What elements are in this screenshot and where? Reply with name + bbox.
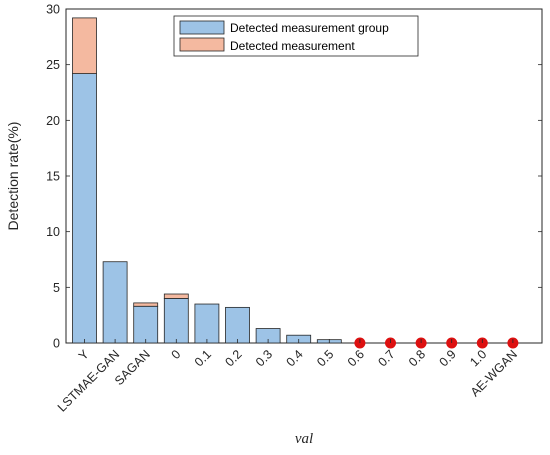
x-tick-label-9: 0.6 (345, 347, 367, 369)
x-tick-label-0: Y (76, 347, 92, 363)
plot-area (65, 8, 543, 344)
bars-group (72, 17, 342, 344)
x-tick-label-3: 0 (169, 347, 184, 362)
x-tick-label-11: 0.8 (406, 347, 428, 369)
y-tick-label-3: 15 (46, 170, 60, 184)
x-tick-label-8: 0.5 (314, 347, 336, 369)
y-axis-ticks: 0 5 10 15 20 25 30 (46, 3, 542, 351)
bar-measurement-group-3 (163, 298, 189, 344)
bar-measurement-3 (163, 293, 189, 299)
y-tick-label-4: 20 (46, 114, 60, 128)
bar-measurement-group-1 (102, 261, 128, 344)
bar-measurement-group-2 (133, 305, 159, 344)
y-tick-label-2: 10 (46, 225, 60, 239)
x-tick-label-12: 0.9 (437, 347, 459, 369)
y-tick-label-6: 30 (46, 3, 60, 17)
bar-measurement-group-0 (72, 73, 97, 344)
legend-swatch-measurement (179, 37, 225, 52)
bar-measurement-2 (133, 302, 159, 307)
bar-measurement-group-5 (225, 306, 250, 344)
x-tick-label-10: 0.7 (375, 347, 397, 369)
legend: Detected measurement group Detected meas… (173, 15, 419, 57)
x-tick-label-5: 0.2 (222, 347, 244, 369)
bar-measurement-group-4 (194, 303, 220, 344)
bar-measurement-0 (72, 17, 97, 74)
x-tick-label-13: 1.0 (467, 347, 489, 369)
x-tick-label-4: 0.1 (192, 347, 214, 369)
x-tick-label-7: 0.4 (284, 347, 306, 369)
legend-swatch-measurement-group (179, 20, 225, 35)
y-tick-label-0: 0 (53, 337, 60, 351)
y-tick-label-5: 25 (46, 58, 60, 72)
y-axis-label: Detection rate(%) (5, 122, 21, 231)
x-axis-label: val (295, 431, 313, 447)
y-tick-label-1: 5 (53, 281, 60, 295)
legend-label-measurement-group: Detected measurement group (230, 21, 389, 35)
x-tick-label-6: 0.3 (253, 347, 275, 369)
legend-label-measurement: Detected measurement (230, 39, 355, 53)
